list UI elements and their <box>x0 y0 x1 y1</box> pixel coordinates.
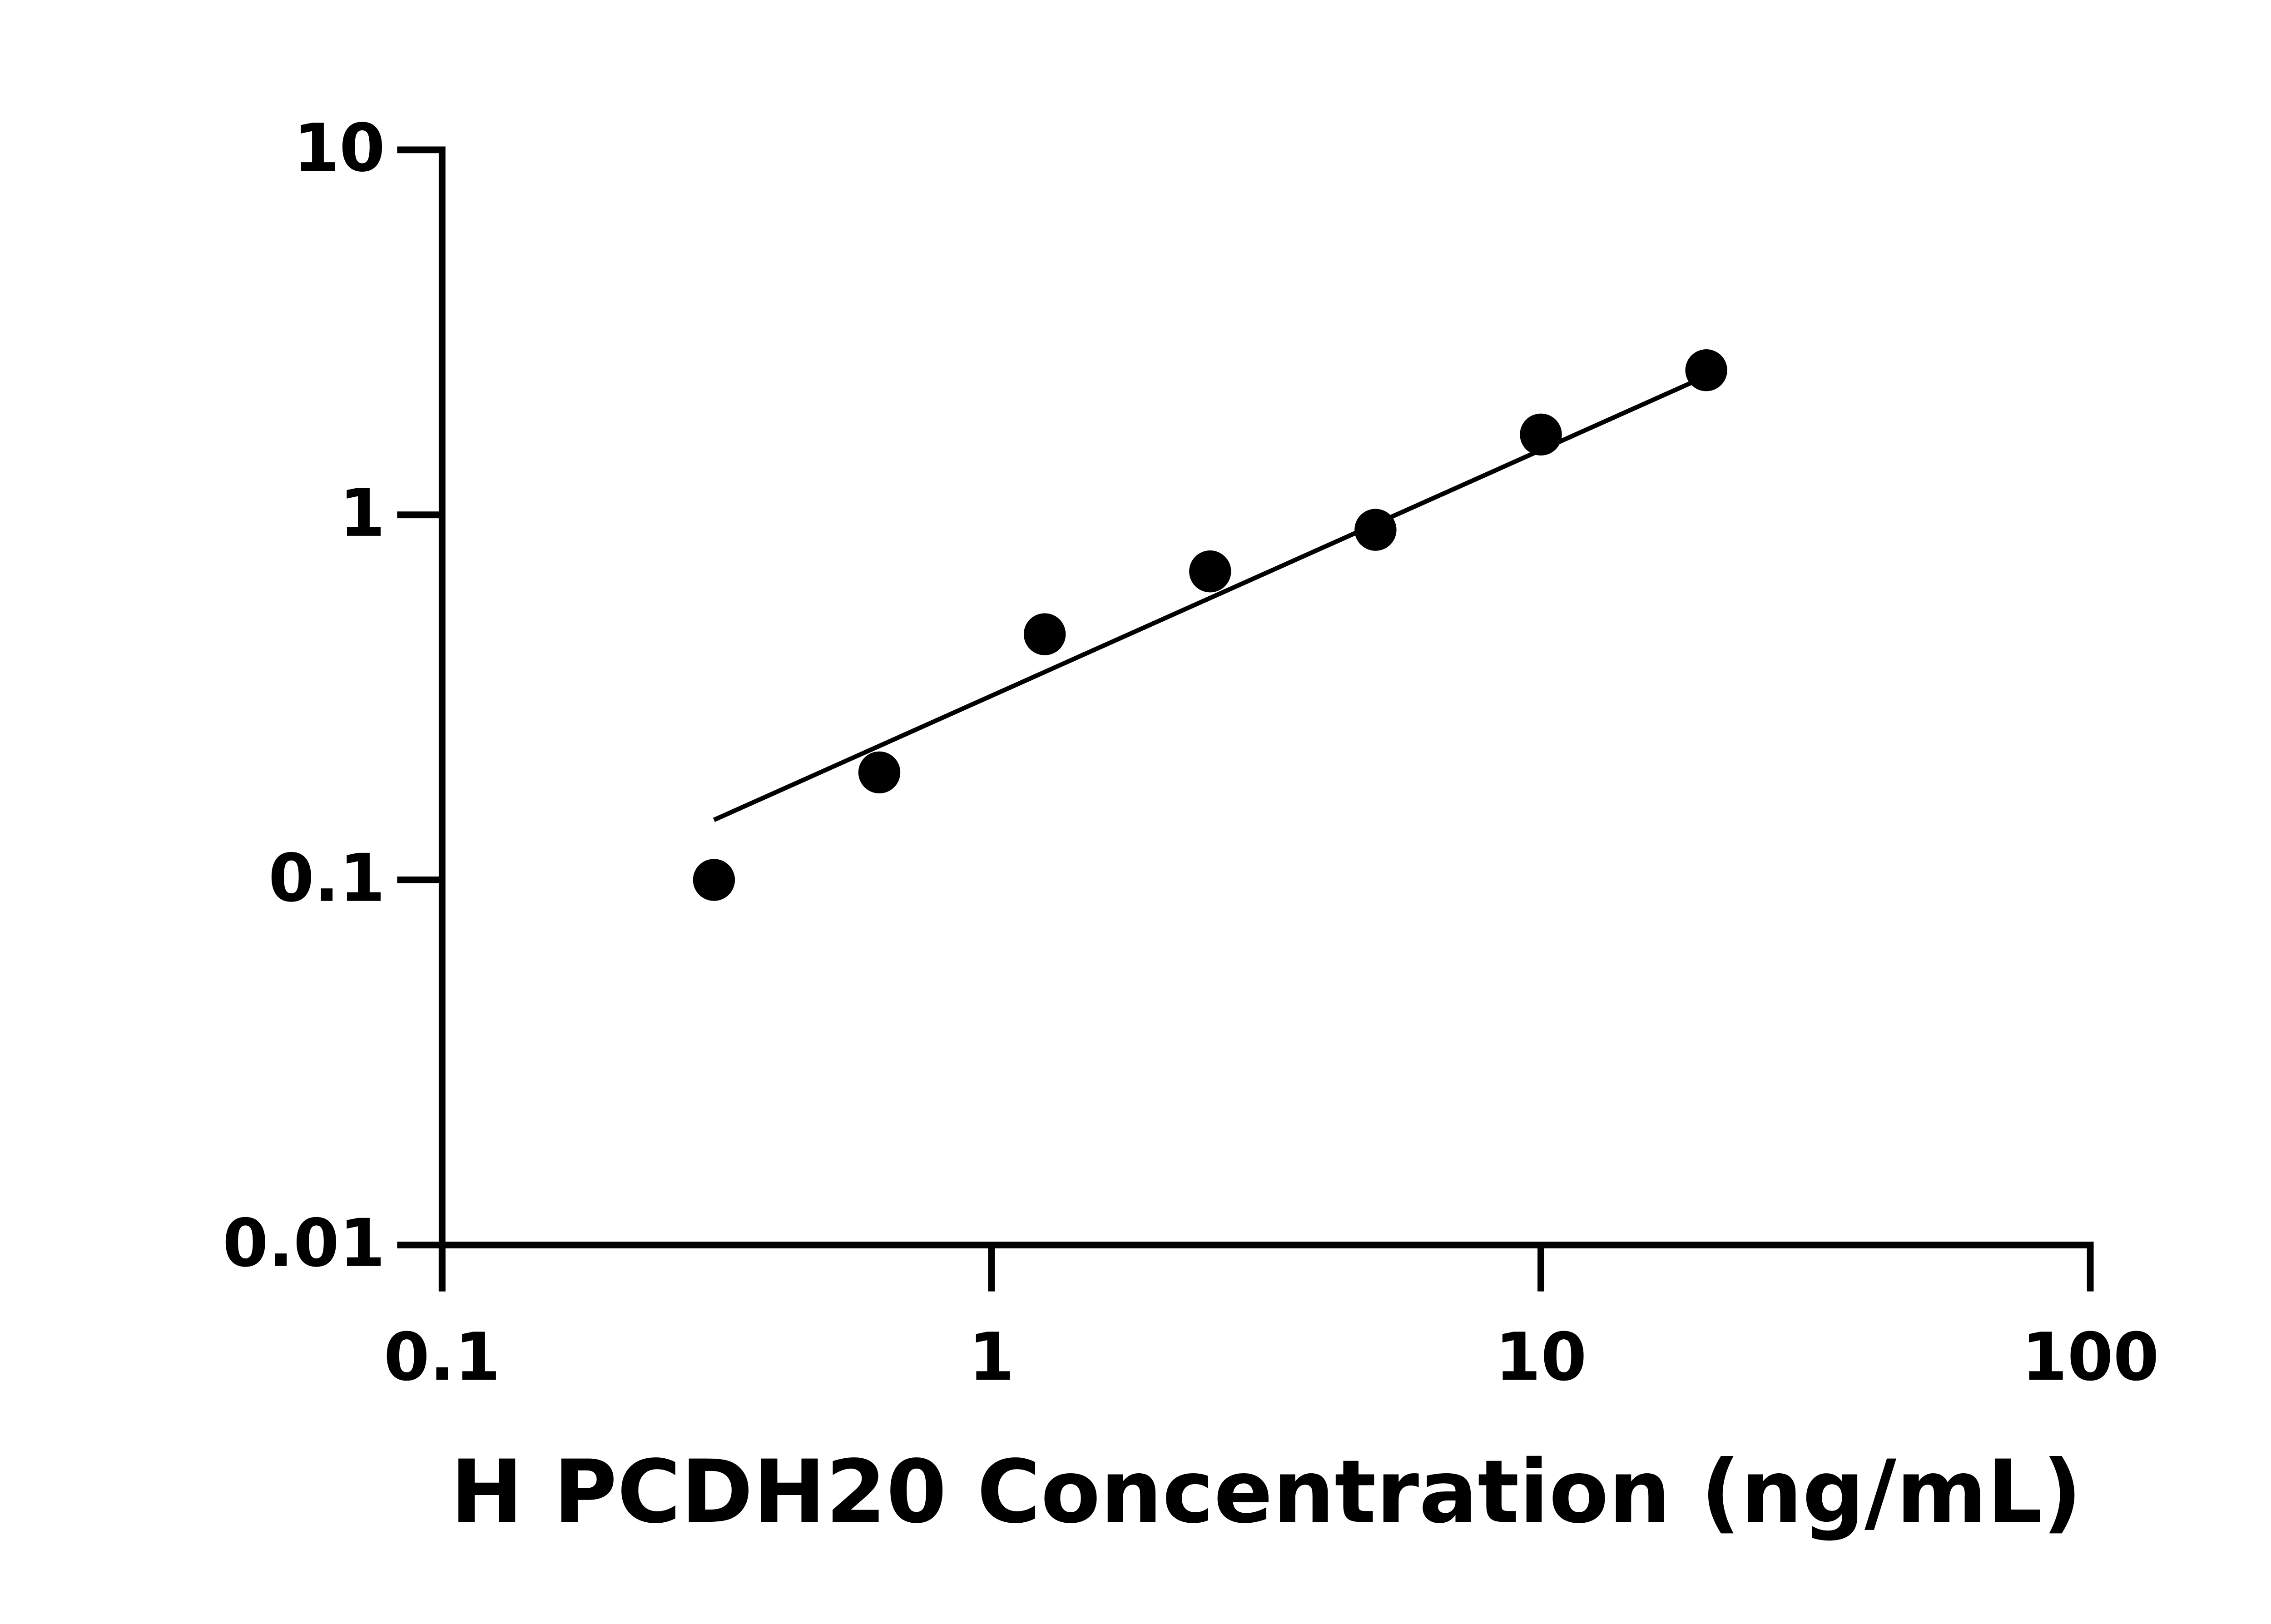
data-point <box>1189 550 1231 593</box>
x-axis-title: H PCDH20 Concentration (ng/mL) <box>451 1441 2082 1543</box>
data-point <box>693 859 735 901</box>
y-tick-label: 0.01 <box>223 1205 385 1282</box>
y-tick-label: 10 <box>293 110 385 187</box>
x-tick-label: 1 <box>968 1319 1014 1396</box>
x-tick-label: 0.1 <box>384 1319 501 1396</box>
fit-line <box>713 374 1707 822</box>
x-tick-label: 10 <box>1495 1319 1587 1396</box>
y-tick-label: 1 <box>339 475 385 552</box>
data-point <box>1023 613 1066 655</box>
y-tick-label: 0.1 <box>268 840 385 917</box>
data-point <box>858 751 901 794</box>
x-tick-label: 100 <box>2022 1319 2159 1396</box>
